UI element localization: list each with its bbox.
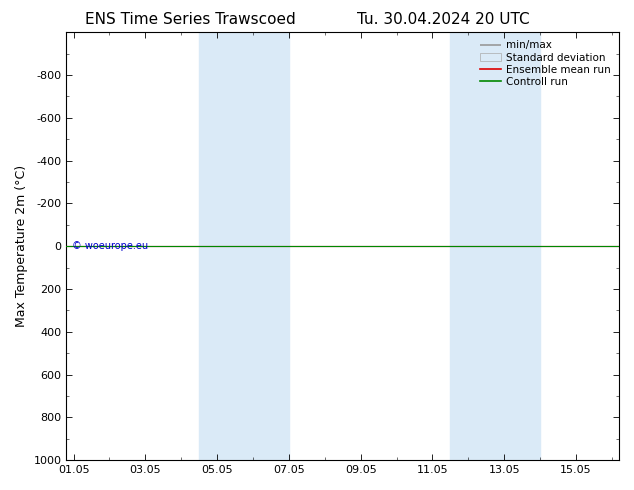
Y-axis label: Max Temperature 2m (°C): Max Temperature 2m (°C) [15, 165, 28, 327]
Legend: min/max, Standard deviation, Ensemble mean run, Controll run: min/max, Standard deviation, Ensemble me… [477, 37, 614, 90]
Bar [450, 32, 540, 460]
Bar [199, 32, 289, 460]
Text: Tu. 30.04.2024 20 UTC: Tu. 30.04.2024 20 UTC [358, 12, 530, 27]
Text: ENS Time Series Trawscoed: ENS Time Series Trawscoed [85, 12, 295, 27]
Text: © woeurope.eu: © woeurope.eu [72, 241, 148, 251]
